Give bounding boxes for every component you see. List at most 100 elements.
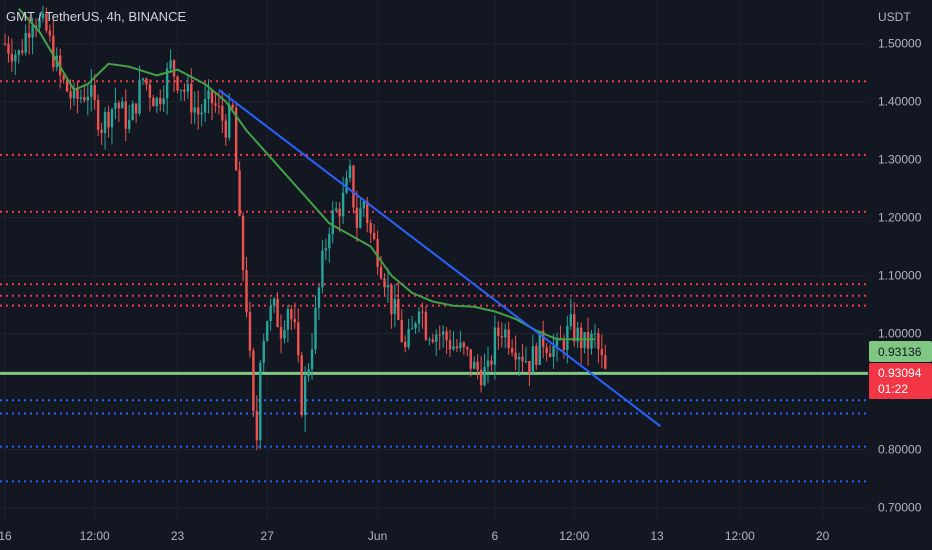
candle-body[interactable] — [204, 99, 206, 113]
candle-body[interactable] — [442, 331, 444, 334]
candle-body[interactable] — [294, 319, 296, 322]
candle-body[interactable] — [242, 216, 244, 270]
candle-body[interactable] — [501, 336, 503, 337]
candle-body[interactable] — [287, 309, 289, 330]
candle-body[interactable] — [232, 105, 234, 108]
candle-body[interactable] — [325, 248, 327, 250]
candle-body[interactable] — [280, 327, 282, 338]
candle-body[interactable] — [62, 75, 64, 79]
candle-body[interactable] — [131, 104, 133, 121]
candle-body[interactable] — [532, 346, 534, 373]
candle-body[interactable] — [514, 353, 516, 360]
candle-body[interactable] — [494, 328, 496, 365]
candle-body[interactable] — [194, 107, 196, 112]
candle-body[interactable] — [228, 105, 230, 138]
candle-body[interactable] — [449, 340, 451, 349]
candle-body[interactable] — [342, 193, 344, 217]
candle-body[interactable] — [604, 355, 606, 368]
candle-body[interactable] — [25, 33, 27, 53]
candle-body[interactable] — [597, 333, 599, 349]
candle-body[interactable] — [301, 355, 303, 415]
candle-body[interactable] — [456, 346, 458, 348]
candle-body[interactable] — [245, 270, 247, 312]
candle-body[interactable] — [90, 85, 92, 97]
candle-body[interactable] — [200, 113, 202, 115]
candle-body[interactable] — [83, 97, 85, 100]
candle-body[interactable] — [563, 340, 565, 350]
candle-body[interactable] — [397, 299, 399, 320]
candle-body[interactable] — [508, 329, 510, 348]
candle-body[interactable] — [111, 109, 113, 127]
candle-body[interactable] — [100, 130, 102, 133]
candle-body[interactable] — [169, 60, 171, 68]
candle-body[interactable] — [14, 55, 16, 62]
candle-body[interactable] — [4, 44, 6, 45]
candle-body[interactable] — [135, 104, 137, 114]
candle-body[interactable] — [87, 97, 89, 101]
candle-body[interactable] — [590, 334, 592, 349]
candle-body[interactable] — [152, 98, 154, 107]
candle-body[interactable] — [104, 112, 106, 133]
candle-body[interactable] — [528, 361, 530, 373]
candle-body[interactable] — [97, 100, 99, 130]
candle-body[interactable] — [573, 314, 575, 341]
candle-body[interactable] — [466, 347, 468, 349]
candle-body[interactable] — [521, 357, 523, 362]
candle-body[interactable] — [407, 329, 409, 347]
candle-body[interactable] — [370, 223, 372, 233]
candle-body[interactable] — [545, 347, 547, 353]
candle-body[interactable] — [321, 251, 323, 288]
candle-body[interactable] — [276, 299, 278, 327]
candle-body[interactable] — [128, 120, 130, 129]
candle-body[interactable] — [352, 166, 354, 208]
candle-body[interactable] — [28, 33, 30, 38]
candle-body[interactable] — [238, 170, 240, 215]
candle-body[interactable] — [311, 349, 313, 369]
candle-body[interactable] — [256, 411, 258, 440]
candle-body[interactable] — [263, 341, 265, 363]
candle-body[interactable] — [176, 77, 178, 91]
candle-body[interactable] — [401, 320, 403, 342]
candle-body[interactable] — [328, 234, 330, 248]
candle-body[interactable] — [297, 322, 299, 355]
candle-body[interactable] — [211, 90, 213, 103]
candle-body[interactable] — [159, 98, 161, 104]
candle-body[interactable] — [394, 299, 396, 314]
candle-body[interactable] — [390, 285, 392, 314]
candle-body[interactable] — [473, 362, 475, 369]
candle-body[interactable] — [376, 239, 378, 267]
candle-body[interactable] — [149, 84, 151, 97]
candle-body[interactable] — [418, 312, 420, 324]
candle-body[interactable] — [94, 85, 96, 100]
candle-body[interactable] — [387, 285, 389, 287]
candle-body[interactable] — [145, 78, 147, 84]
candle-body[interactable] — [414, 323, 416, 328]
candle-body[interactable] — [552, 346, 554, 357]
candle-body[interactable] — [118, 103, 120, 108]
candle-body[interactable] — [318, 288, 320, 308]
candle-body[interactable] — [183, 90, 185, 92]
candle-body[interactable] — [11, 54, 13, 62]
candle-body[interactable] — [249, 312, 251, 350]
candle-body[interactable] — [470, 349, 472, 369]
candle-body[interactable] — [142, 78, 144, 80]
candle-body[interactable] — [69, 91, 71, 98]
candle-body[interactable] — [80, 97, 82, 99]
candle-body[interactable] — [373, 233, 375, 239]
candle-body[interactable] — [349, 166, 351, 178]
candle-body[interactable] — [114, 103, 116, 109]
candle-body[interactable] — [156, 98, 158, 106]
candle-body[interactable] — [570, 314, 572, 326]
candle-body[interactable] — [283, 330, 285, 339]
candle-body[interactable] — [435, 335, 437, 342]
candle-body[interactable] — [480, 370, 482, 385]
candle-body[interactable] — [269, 306, 271, 321]
candle-body[interactable] — [549, 353, 551, 357]
candle-body[interactable] — [259, 363, 261, 440]
candle-body[interactable] — [107, 112, 109, 127]
candle-body[interactable] — [445, 331, 447, 340]
candle-body[interactable] — [138, 80, 140, 113]
candle-body[interactable] — [483, 367, 485, 385]
candle-body[interactable] — [197, 107, 199, 114]
